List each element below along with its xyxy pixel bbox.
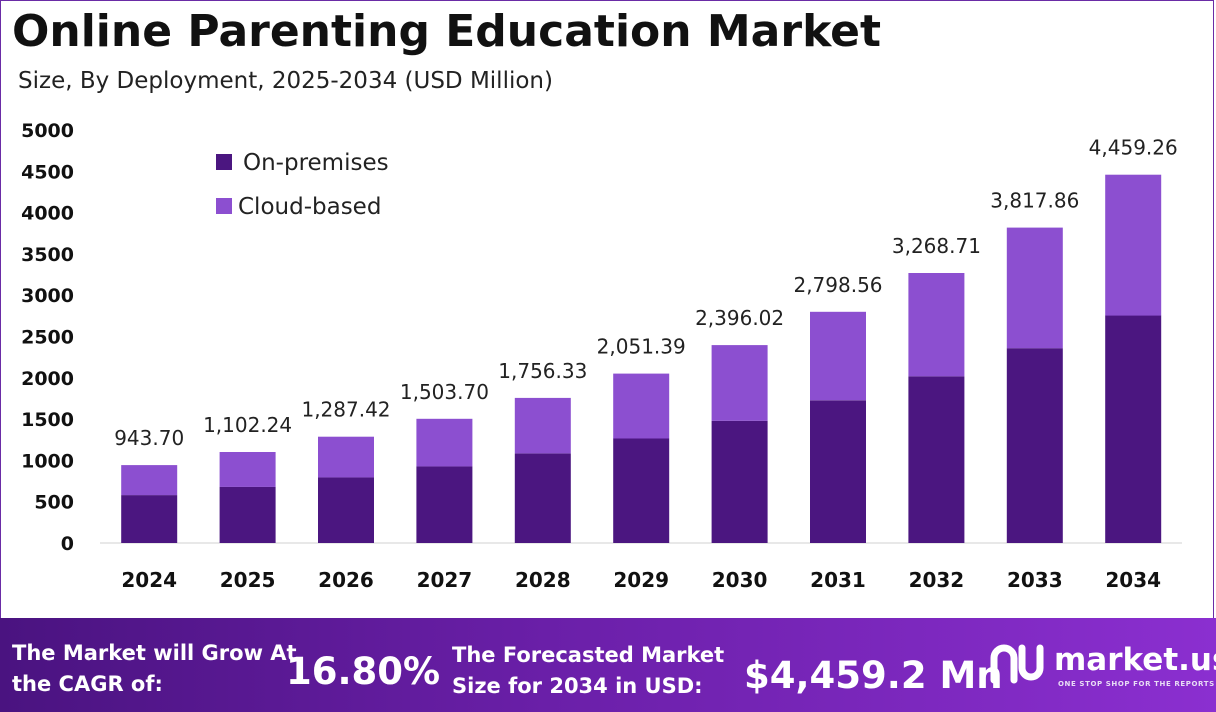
bar-total-label: 2,798.56 <box>793 273 882 297</box>
y-tick-label: 3500 <box>21 244 74 266</box>
x-tick-label: 2026 <box>318 568 374 592</box>
bar-cloud-based-2025 <box>219 452 276 487</box>
bar-total-label: 3,268.71 <box>892 234 981 258</box>
logo-name: market.us <box>1054 642 1216 678</box>
market-us-logo-icon <box>990 644 1044 684</box>
bar-cloud-based-2026 <box>318 436 374 478</box>
x-tick-label: 2028 <box>515 568 571 592</box>
forecast-value: $4,459.2 Mn <box>744 654 1003 697</box>
bar-cloud-based-2027 <box>416 418 473 467</box>
x-tick-label: 2025 <box>220 568 276 592</box>
bar-on-premises-2026 <box>318 477 374 543</box>
bar-cloud-based-2033 <box>1006 227 1063 349</box>
y-tick-label: 1500 <box>21 409 74 431</box>
bar-total-label: 2,051.39 <box>597 335 686 359</box>
chart-subtitle: Size, By Deployment, 2025-2034 (USD Mill… <box>18 68 553 94</box>
cagr-label: The Market will Grow At the CAGR of: <box>12 641 297 696</box>
x-tick-label: 2024 <box>121 568 177 592</box>
bar-total-label: 943.70 <box>114 426 184 450</box>
legend-swatch-on-premises <box>216 154 232 170</box>
y-tick-label: 2000 <box>21 368 74 390</box>
x-tick-label: 2033 <box>1007 568 1063 592</box>
bar-on-premises-2033 <box>1006 348 1063 543</box>
bar-total-label: 3,817.86 <box>990 189 1079 213</box>
x-axis-ticks: 2024 2025 2026 2027 2028 2029 2030 2031 2032 2033… <box>121 568 1161 592</box>
bar-on-premises-2031 <box>810 400 866 543</box>
bar-on-premises-2025 <box>219 486 276 543</box>
bar-total-label: 1,287.42 <box>301 398 390 422</box>
bar-cloud-based-2028 <box>514 397 571 454</box>
x-tick-label: 2029 <box>613 568 669 592</box>
y-tick-label: 4000 <box>21 203 74 225</box>
y-axis-ticks: 0 500 1000 1500 2000 2500 3000 3500 4000 4500 5000 <box>21 120 74 555</box>
y-tick-label: 0 <box>61 533 74 555</box>
bar-total-label: 4,459.26 <box>1089 136 1178 160</box>
y-tick-label: 4500 <box>21 161 74 183</box>
x-tick-label: 2030 <box>712 568 768 592</box>
x-tick-label: 2032 <box>909 568 965 592</box>
bar-cloud-based-2024 <box>121 465 178 496</box>
bar-total-label: 1,102.24 <box>203 413 292 437</box>
bar-cloud-based-2031 <box>810 311 866 401</box>
bar-on-premises-2027 <box>416 466 473 543</box>
bar-on-premises-2032 <box>908 376 965 543</box>
y-tick-label: 5000 <box>21 120 74 142</box>
forecast-label: The Forecasted Market Size for 2034 in U… <box>452 643 725 698</box>
legend-label-cloud-based: Cloud-based <box>238 194 381 220</box>
cagr-value: 16.80% <box>286 650 441 693</box>
chart-title: Online Parenting Education Market <box>12 6 882 57</box>
bar-on-premises-2024 <box>121 495 178 543</box>
bar-on-premises-2029 <box>613 438 670 543</box>
x-tick-label: 2034 <box>1105 568 1161 592</box>
y-tick-label: 500 <box>34 492 74 514</box>
legend-label-on-premises: On-premises <box>243 150 389 176</box>
bar-cloud-based-2032 <box>908 273 965 377</box>
bar-total-label: 1,756.33 <box>498 359 587 383</box>
y-tick-label: 1000 <box>21 450 74 472</box>
bar-cloud-based-2034 <box>1105 174 1162 316</box>
y-tick-label: 3000 <box>21 285 74 307</box>
bar-cloud-based-2029 <box>613 373 670 439</box>
y-tick-label: 2500 <box>21 327 74 349</box>
legend-swatch-cloud-based <box>216 198 232 214</box>
x-tick-label: 2031 <box>810 568 866 592</box>
logo-tagline: ONE STOP SHOP FOR THE REPORTS <box>1058 680 1215 688</box>
bar-total-label: 2,396.02 <box>695 306 784 330</box>
bar-on-premises-2034 <box>1105 315 1162 543</box>
bar-on-premises-2028 <box>514 453 571 543</box>
legend: On-premises Cloud-based <box>216 150 389 220</box>
bar-cloud-based-2030 <box>711 345 768 421</box>
summary-banner: The Market will Grow At the CAGR of: 16.… <box>0 618 1216 712</box>
stacked-bar-chart: 0 500 1000 1500 2000 2500 3000 3500 4000 4500 5000… <box>21 120 1182 592</box>
bar-total-label: 1,503.70 <box>400 380 489 404</box>
bars-group: 943.70 1,102.24 1,287.42 1,503.70 1,756.33 2,… <box>114 136 1178 543</box>
bar-on-premises-2030 <box>711 420 768 543</box>
x-tick-label: 2027 <box>417 568 473 592</box>
